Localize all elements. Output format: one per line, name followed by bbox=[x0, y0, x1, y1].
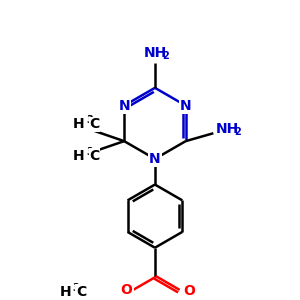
Text: 3: 3 bbox=[86, 116, 93, 125]
Text: N: N bbox=[149, 152, 161, 166]
Text: 3: 3 bbox=[86, 147, 93, 157]
Text: O: O bbox=[120, 283, 132, 297]
Text: 2: 2 bbox=[162, 51, 169, 61]
Text: NH: NH bbox=[215, 122, 239, 136]
Text: H: H bbox=[73, 149, 85, 163]
Text: 3: 3 bbox=[73, 283, 80, 293]
Text: C: C bbox=[89, 117, 100, 131]
Text: N: N bbox=[118, 99, 130, 112]
Text: N: N bbox=[180, 99, 191, 112]
Text: C: C bbox=[89, 149, 100, 163]
Text: O: O bbox=[183, 284, 195, 298]
Text: 2: 2 bbox=[235, 127, 242, 137]
Text: H: H bbox=[59, 285, 71, 299]
Text: H: H bbox=[73, 117, 85, 131]
Text: NH: NH bbox=[143, 46, 167, 60]
Text: C: C bbox=[76, 285, 86, 299]
